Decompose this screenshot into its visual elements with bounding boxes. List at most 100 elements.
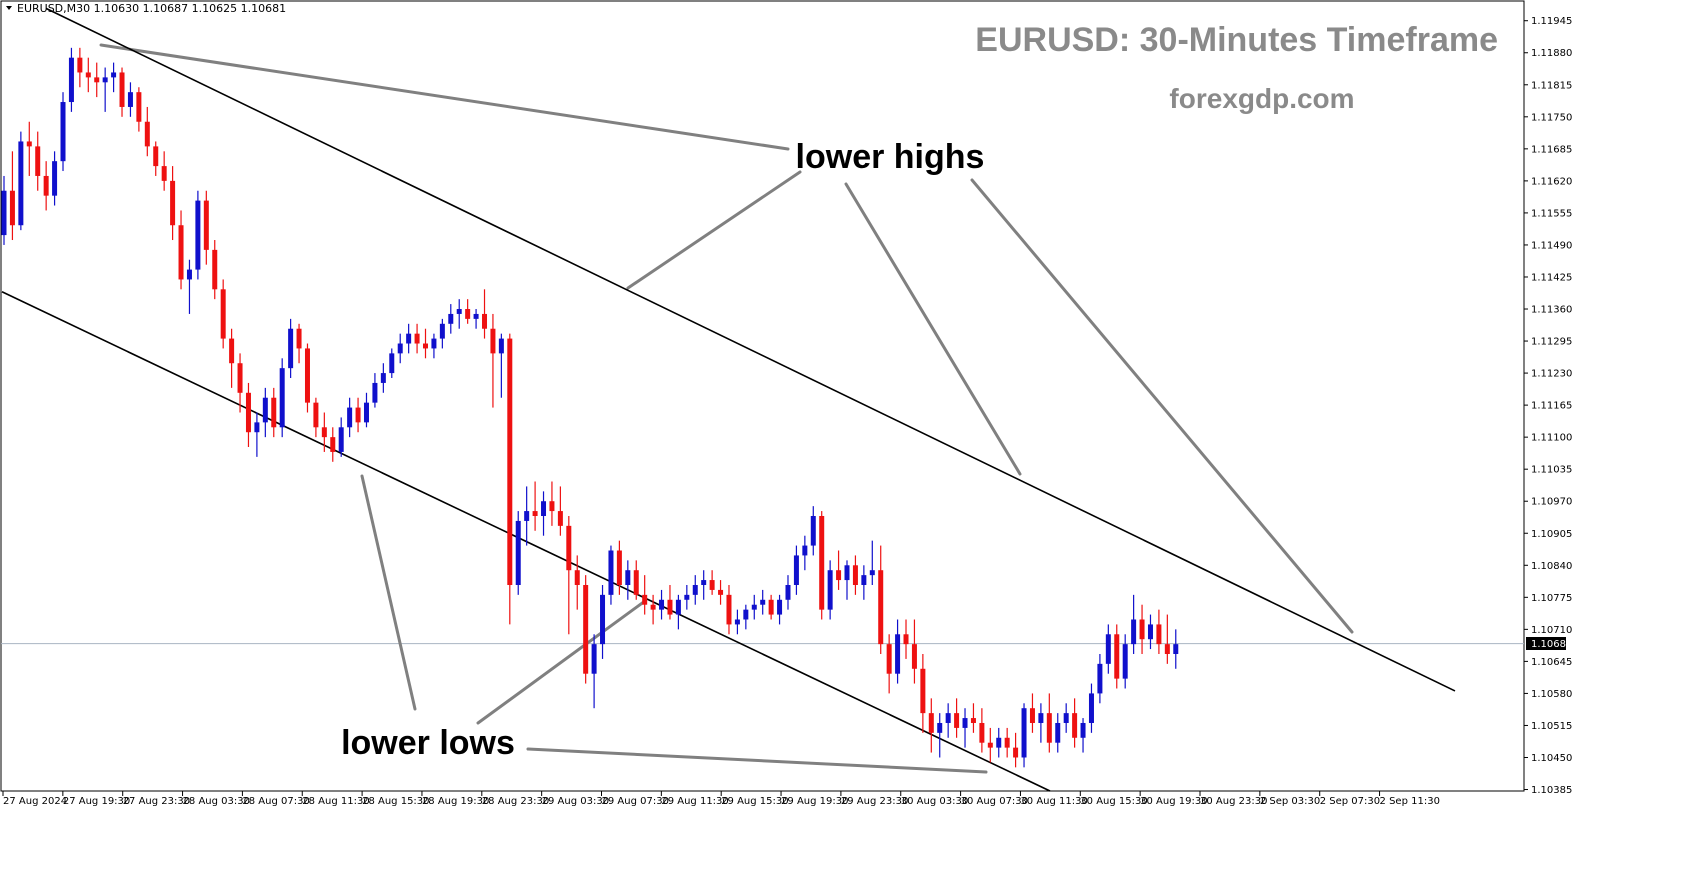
candle xyxy=(1072,698,1078,748)
y-tick-label: 1.11295 xyxy=(1531,337,1572,348)
candle-body xyxy=(920,668,926,714)
candle-body xyxy=(195,200,201,270)
x-tick-label: 29 Aug 03:30 xyxy=(542,796,609,807)
candle-body xyxy=(144,121,150,147)
candle-body xyxy=(1122,644,1128,679)
candle xyxy=(102,67,108,112)
plot-area xyxy=(0,0,1525,792)
x-tick-label: 30 Aug 15:30 xyxy=(1080,796,1147,807)
candle xyxy=(372,373,378,408)
candle-body xyxy=(52,161,58,196)
candle-body xyxy=(60,102,66,162)
y-tick-label: 1.10580 xyxy=(1531,689,1572,700)
candle xyxy=(785,575,791,610)
candle-body xyxy=(304,348,310,403)
candle xyxy=(304,343,310,413)
candle xyxy=(170,166,176,241)
candle-body xyxy=(456,309,462,314)
candle xyxy=(389,348,395,379)
candle-body xyxy=(541,501,547,517)
candle-body xyxy=(726,594,732,625)
candle-body xyxy=(254,422,260,433)
candle xyxy=(751,594,757,620)
candle-body xyxy=(1088,693,1094,723)
y-tick-label: 1.10515 xyxy=(1531,721,1572,732)
candle-body xyxy=(363,402,369,423)
candle-body xyxy=(9,190,15,226)
candle xyxy=(119,67,125,117)
channel-trendlines xyxy=(1,7,1456,792)
candle-body xyxy=(532,511,538,517)
candle-body xyxy=(616,550,622,585)
candle-body xyxy=(928,713,934,733)
candle-body xyxy=(751,604,757,610)
candle xyxy=(734,609,740,635)
candle xyxy=(743,604,749,630)
candle-body xyxy=(85,72,91,78)
candle xyxy=(153,141,159,176)
candle xyxy=(642,575,648,615)
x-tick-label: 30 Aug 07:30 xyxy=(961,796,1028,807)
candle xyxy=(439,318,445,349)
candle xyxy=(60,92,66,172)
candle-body xyxy=(1164,644,1170,654)
candle xyxy=(507,333,513,625)
y-tick-label: 1.11945 xyxy=(1531,16,1572,27)
candle xyxy=(1164,614,1170,664)
candle xyxy=(541,491,547,536)
candle xyxy=(498,333,504,398)
pointer-line xyxy=(526,747,988,774)
candle-body xyxy=(229,338,235,364)
candle-body xyxy=(507,338,513,585)
candle-body xyxy=(810,516,816,546)
candle xyxy=(911,619,917,684)
candle xyxy=(288,318,294,379)
candle xyxy=(1013,732,1019,768)
y-tick-label: 1.11815 xyxy=(1531,80,1572,91)
x-tick-label: 2 Sep 11:30 xyxy=(1380,796,1440,807)
candle-body xyxy=(608,550,614,595)
candle-body xyxy=(465,309,471,319)
candle-body xyxy=(659,599,665,610)
upper-trendline xyxy=(45,7,1456,692)
x-tick-label: 2 Sep 07:30 xyxy=(1320,796,1380,807)
candle xyxy=(937,713,943,758)
candle-body xyxy=(600,594,606,645)
candle-body xyxy=(279,368,285,428)
candle xyxy=(608,545,614,605)
symbol-header: EURUSD,M30 1.10630 1.10687 1.10625 1.106… xyxy=(17,2,286,15)
candle-body xyxy=(566,525,572,571)
candle-body xyxy=(414,333,420,344)
candle xyxy=(954,698,960,738)
candle-body xyxy=(1105,634,1111,664)
chart-menu-triangle-icon[interactable] xyxy=(6,6,12,10)
candle xyxy=(625,560,631,600)
candle xyxy=(532,481,538,531)
x-tick-label: 29 Aug 19:30 xyxy=(781,796,848,807)
candle-body xyxy=(785,584,791,600)
candle xyxy=(271,387,277,438)
candle xyxy=(178,210,184,290)
candle xyxy=(777,594,783,625)
candle xyxy=(970,703,976,733)
annotation-lower-highs: lower highs xyxy=(796,138,985,176)
candle-body xyxy=(1029,708,1035,723)
candle-body xyxy=(633,570,639,595)
candle-body xyxy=(861,575,867,585)
candle xyxy=(659,589,665,620)
candle xyxy=(220,279,226,349)
candle-body xyxy=(911,644,917,669)
candle-body xyxy=(650,604,656,610)
candle-body xyxy=(869,570,875,576)
candle xyxy=(111,62,117,93)
candle xyxy=(861,565,867,600)
candle xyxy=(1173,629,1179,669)
candle-body xyxy=(262,397,268,423)
candle-body xyxy=(102,77,108,83)
candle-body xyxy=(549,501,555,512)
candle-body xyxy=(557,511,563,526)
candle xyxy=(920,653,926,733)
candle-body xyxy=(389,353,395,374)
candle xyxy=(144,106,150,157)
